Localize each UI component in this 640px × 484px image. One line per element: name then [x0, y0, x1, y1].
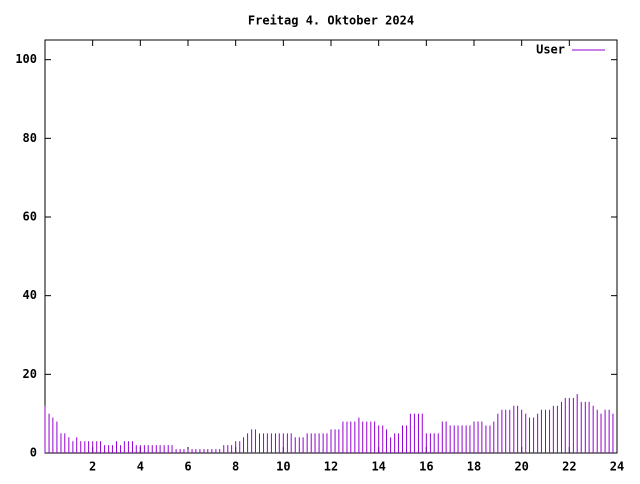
x-tick-label: 4 [137, 460, 144, 474]
x-tick-label: 24 [610, 460, 624, 474]
y-tick-label: 20 [23, 367, 37, 381]
legend-label: User [536, 43, 565, 57]
x-tick-label: 20 [514, 460, 528, 474]
x-tick-label: 2 [89, 460, 96, 474]
x-tick-label: 22 [562, 460, 576, 474]
x-tick-label: 18 [467, 460, 481, 474]
chart-title: Freitag 4. Oktober 2024 [248, 14, 414, 28]
y-tick-label: 60 [23, 210, 37, 224]
x-tick-label: 16 [419, 460, 433, 474]
x-tick-label: 8 [232, 460, 239, 474]
x-tick-label: 10 [276, 460, 290, 474]
y-tick-label: 0 [30, 446, 37, 460]
y-tick-label: 40 [23, 288, 37, 302]
x-tick-label: 14 [371, 460, 385, 474]
x-tick-label: 6 [184, 460, 191, 474]
y-tick-label: 80 [23, 131, 37, 145]
y-tick-label: 100 [15, 52, 37, 66]
x-tick-label: 12 [324, 460, 338, 474]
